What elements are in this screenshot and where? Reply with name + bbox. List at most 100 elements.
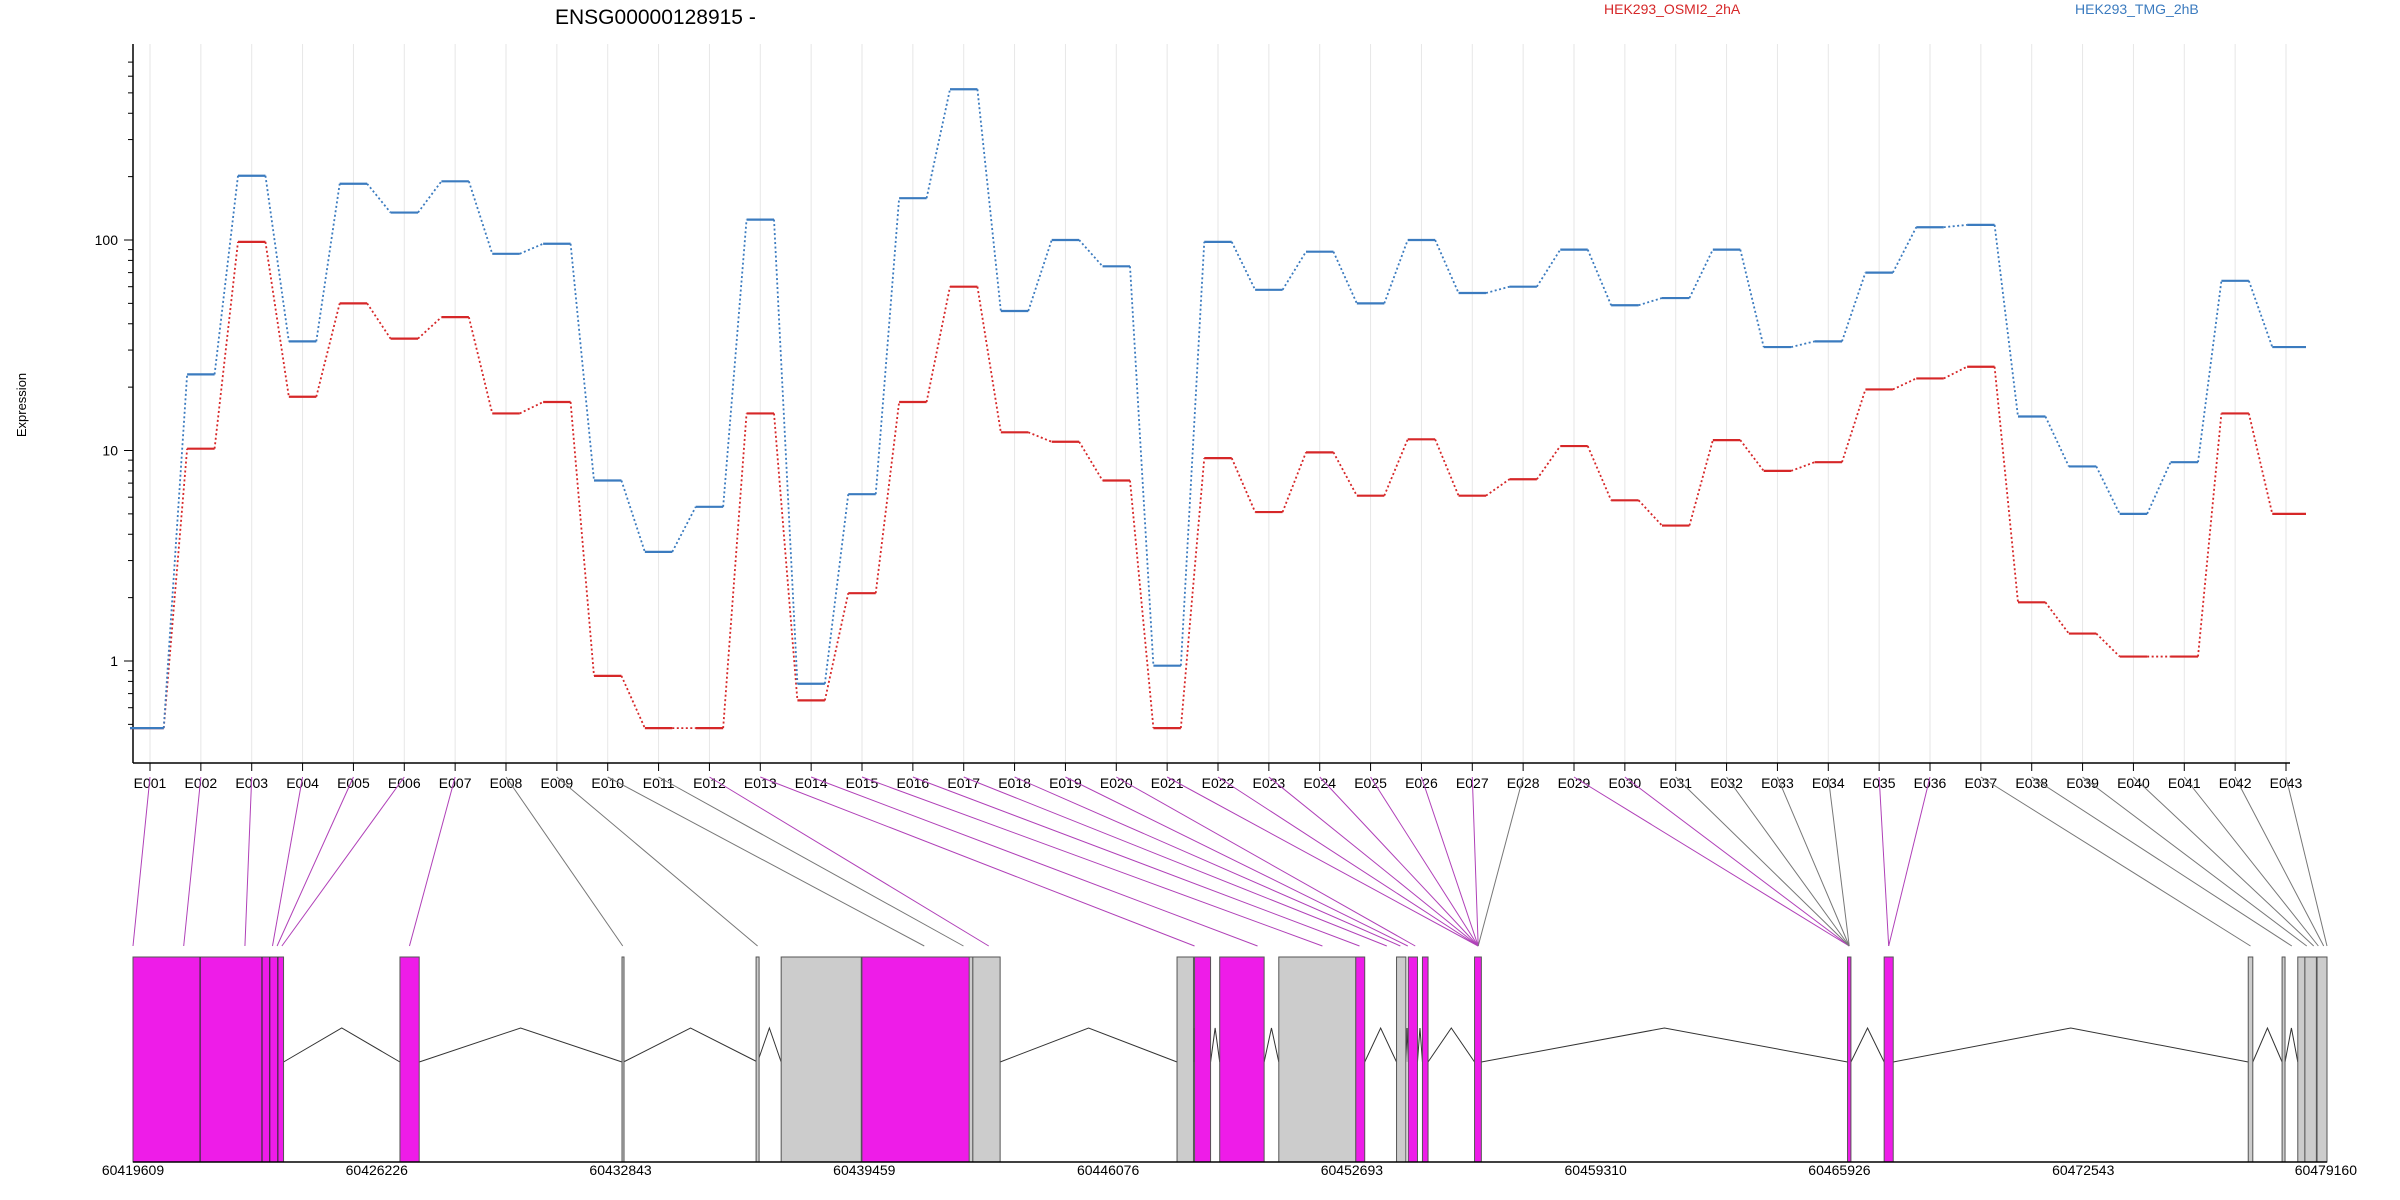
series-1-transition [1027, 431, 1053, 443]
series-1-transition [467, 316, 494, 414]
series-2-transition [2248, 280, 2274, 348]
coordinate-label: 60419609 [102, 1162, 165, 1178]
x-tick-label: E023 [1253, 775, 1286, 791]
series-2-transition [1281, 251, 1307, 291]
exon-block [1421, 956, 1429, 1163]
exon-connector [1420, 776, 1479, 947]
series-2-transition [1586, 249, 1612, 306]
intron-line [2252, 1026, 2283, 1063]
x-tick-label: E017 [947, 775, 980, 791]
exon-block [1176, 956, 1194, 1163]
exon-connector [1116, 776, 1416, 947]
y-axis-label: Expression [14, 373, 29, 437]
series-1-transition [1332, 451, 1358, 497]
series-2-transition [1892, 226, 1918, 274]
series-2-transition [213, 175, 239, 375]
exon-block [2316, 956, 2328, 1163]
exon-connector [1573, 776, 1850, 947]
x-tick-label: E008 [490, 775, 523, 791]
x-tick-label: E039 [2066, 775, 2099, 791]
series-2-transition [2146, 461, 2172, 515]
exon-connector [276, 776, 354, 947]
series-2-transition [1485, 285, 1510, 294]
exon-connector [1319, 776, 1479, 947]
series-2-transition [620, 480, 646, 553]
exon-connector [1166, 776, 1479, 947]
x-tick-label: E011 [643, 775, 675, 791]
legend-label-series-2: HEK293_TMG_2hB [2075, 1, 2199, 17]
intron-line [283, 1027, 401, 1063]
series-1-transition [925, 286, 951, 403]
x-tick-label: E034 [1812, 775, 1845, 791]
coordinate-label: 60459310 [1565, 1162, 1628, 1178]
series-2-transition [976, 89, 1002, 312]
x-tick-label: E032 [1710, 775, 1743, 791]
exon-connector [271, 776, 304, 947]
series-1-transition [1129, 480, 1155, 729]
exon-connector [810, 776, 1258, 947]
exon-connector [658, 776, 964, 947]
series-2-transition [1841, 272, 1867, 342]
exon-block [2297, 956, 2306, 1163]
exon-connector [556, 776, 758, 947]
series-1-transition [1281, 452, 1307, 513]
coordinate-label: 60472543 [2052, 1162, 2115, 1178]
series-1-transition [2197, 413, 2223, 657]
exon-block [972, 956, 1001, 1163]
series-1-transition [1230, 457, 1256, 513]
exon-connector [760, 776, 1195, 947]
series-2-transition [162, 374, 189, 729]
series-2-transition [519, 242, 544, 255]
x-tick-label: E018 [998, 775, 1031, 791]
exon-block [2304, 956, 2317, 1163]
exon-connector [1477, 776, 1524, 947]
series-1-transition [1637, 499, 1663, 527]
exon-block [755, 956, 760, 1163]
exon-connector [2183, 776, 2319, 947]
series-1-transition [1790, 461, 1815, 472]
series-1-transition [417, 316, 443, 340]
exon-connector [2133, 776, 2315, 947]
x-tick-label: E031 [1659, 775, 1692, 791]
y-ticks: 1 10 100 [95, 61, 133, 725]
exon-connector [1624, 776, 1850, 947]
coordinate-label: 60446076 [1077, 1162, 1140, 1178]
x-tick-label: E020 [1100, 775, 1133, 791]
x-tick-label: E009 [541, 775, 574, 791]
exon-connector [709, 776, 989, 947]
series-1-transition [1485, 478, 1510, 497]
x-ticks: E001 E002 E003 E004 E005 E006 E007 E008 E009 E010… [134, 763, 2303, 791]
series-2-transition [2095, 466, 2121, 515]
y-tick-label: 1 [110, 653, 118, 669]
series-2-transition [1739, 249, 1765, 348]
series-2-transition [1993, 224, 2019, 417]
series-2-transition [874, 198, 901, 495]
x-tick-label: E016 [897, 775, 930, 791]
series-1-transition [569, 401, 595, 676]
x-tick-label: E004 [286, 775, 319, 791]
x-tick-label: E022 [1202, 775, 1235, 791]
exon-block [1278, 956, 1357, 1163]
intron-line [1893, 1027, 2249, 1063]
series-2-transition [925, 89, 951, 199]
coordinate-label: 60426226 [346, 1162, 409, 1178]
series-2-transition [569, 243, 595, 481]
series-2-transition [823, 494, 850, 684]
intron-line [999, 1027, 1178, 1063]
series-2-transition [671, 506, 697, 553]
coordinate-label: 60452693 [1321, 1162, 1384, 1178]
x-tick-label: E002 [185, 775, 218, 791]
exon-connector [607, 776, 925, 947]
exon-block [621, 956, 625, 1163]
exon-connector [1726, 776, 1850, 947]
intron-line [2284, 1027, 2299, 1063]
series-1-transition [519, 401, 544, 415]
series-2-transition [1434, 239, 1460, 294]
intron-line [1850, 1026, 1885, 1063]
coordinate-label: 60465926 [1808, 1162, 1871, 1178]
x-tick-label: E042 [2219, 775, 2252, 791]
intron-line [757, 1026, 782, 1063]
series-2-transition [2044, 416, 2070, 467]
y-tick-label: 100 [95, 232, 119, 248]
exon-connector [2082, 776, 2308, 947]
